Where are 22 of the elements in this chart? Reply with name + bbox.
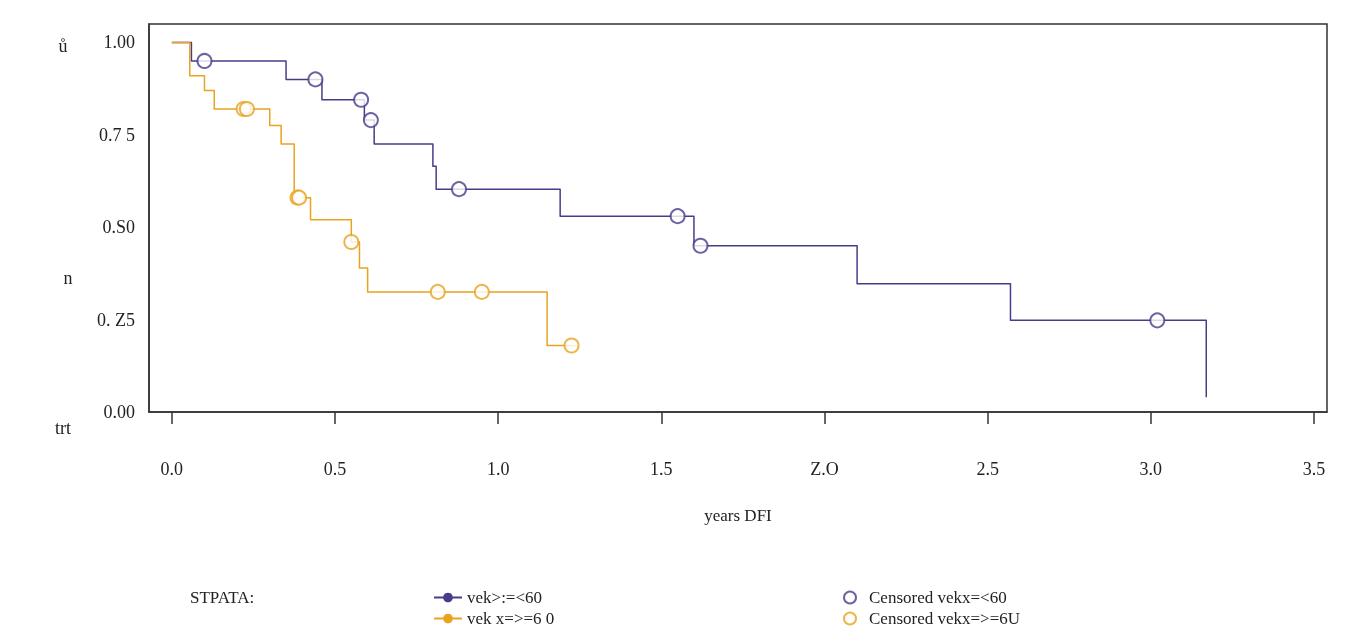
legend-label: vek>:=<60 — [467, 588, 543, 607]
text: trt — [55, 418, 71, 438]
x-tick-label: 0.0 — [160, 459, 184, 479]
y-tick-label: 0.7 5 — [99, 124, 135, 145]
x-tick-label: 0.5 — [323, 459, 347, 479]
legend-label: Censored vekx=>=6U — [869, 609, 1021, 628]
x-tick-label: 3.5 — [1302, 459, 1326, 479]
x-tick-label: 1.0 — [486, 459, 510, 479]
y-tick-label: 0.S0 — [102, 217, 135, 238]
x-tick-label: 3.0 — [1139, 459, 1163, 479]
y-tick-label: 0.00 — [103, 402, 135, 422]
y-tick-label: 0. Z5 — [97, 309, 135, 330]
x-tick-label: 2.5 — [976, 459, 999, 479]
text: ů — [58, 36, 68, 56]
legend-label: vek x=>=6 0 — [467, 609, 555, 628]
legend-title: STPATA: — [190, 588, 255, 607]
x-tick-label: Z.O — [810, 459, 839, 479]
legend-label: Censored vekx=<60 — [869, 588, 1007, 607]
x-axis-title: years DFI — [704, 506, 773, 525]
x-tick-label: 1.5 — [650, 459, 673, 479]
text: n — [63, 268, 73, 288]
y-tick-label: 1.00 — [103, 32, 135, 53]
